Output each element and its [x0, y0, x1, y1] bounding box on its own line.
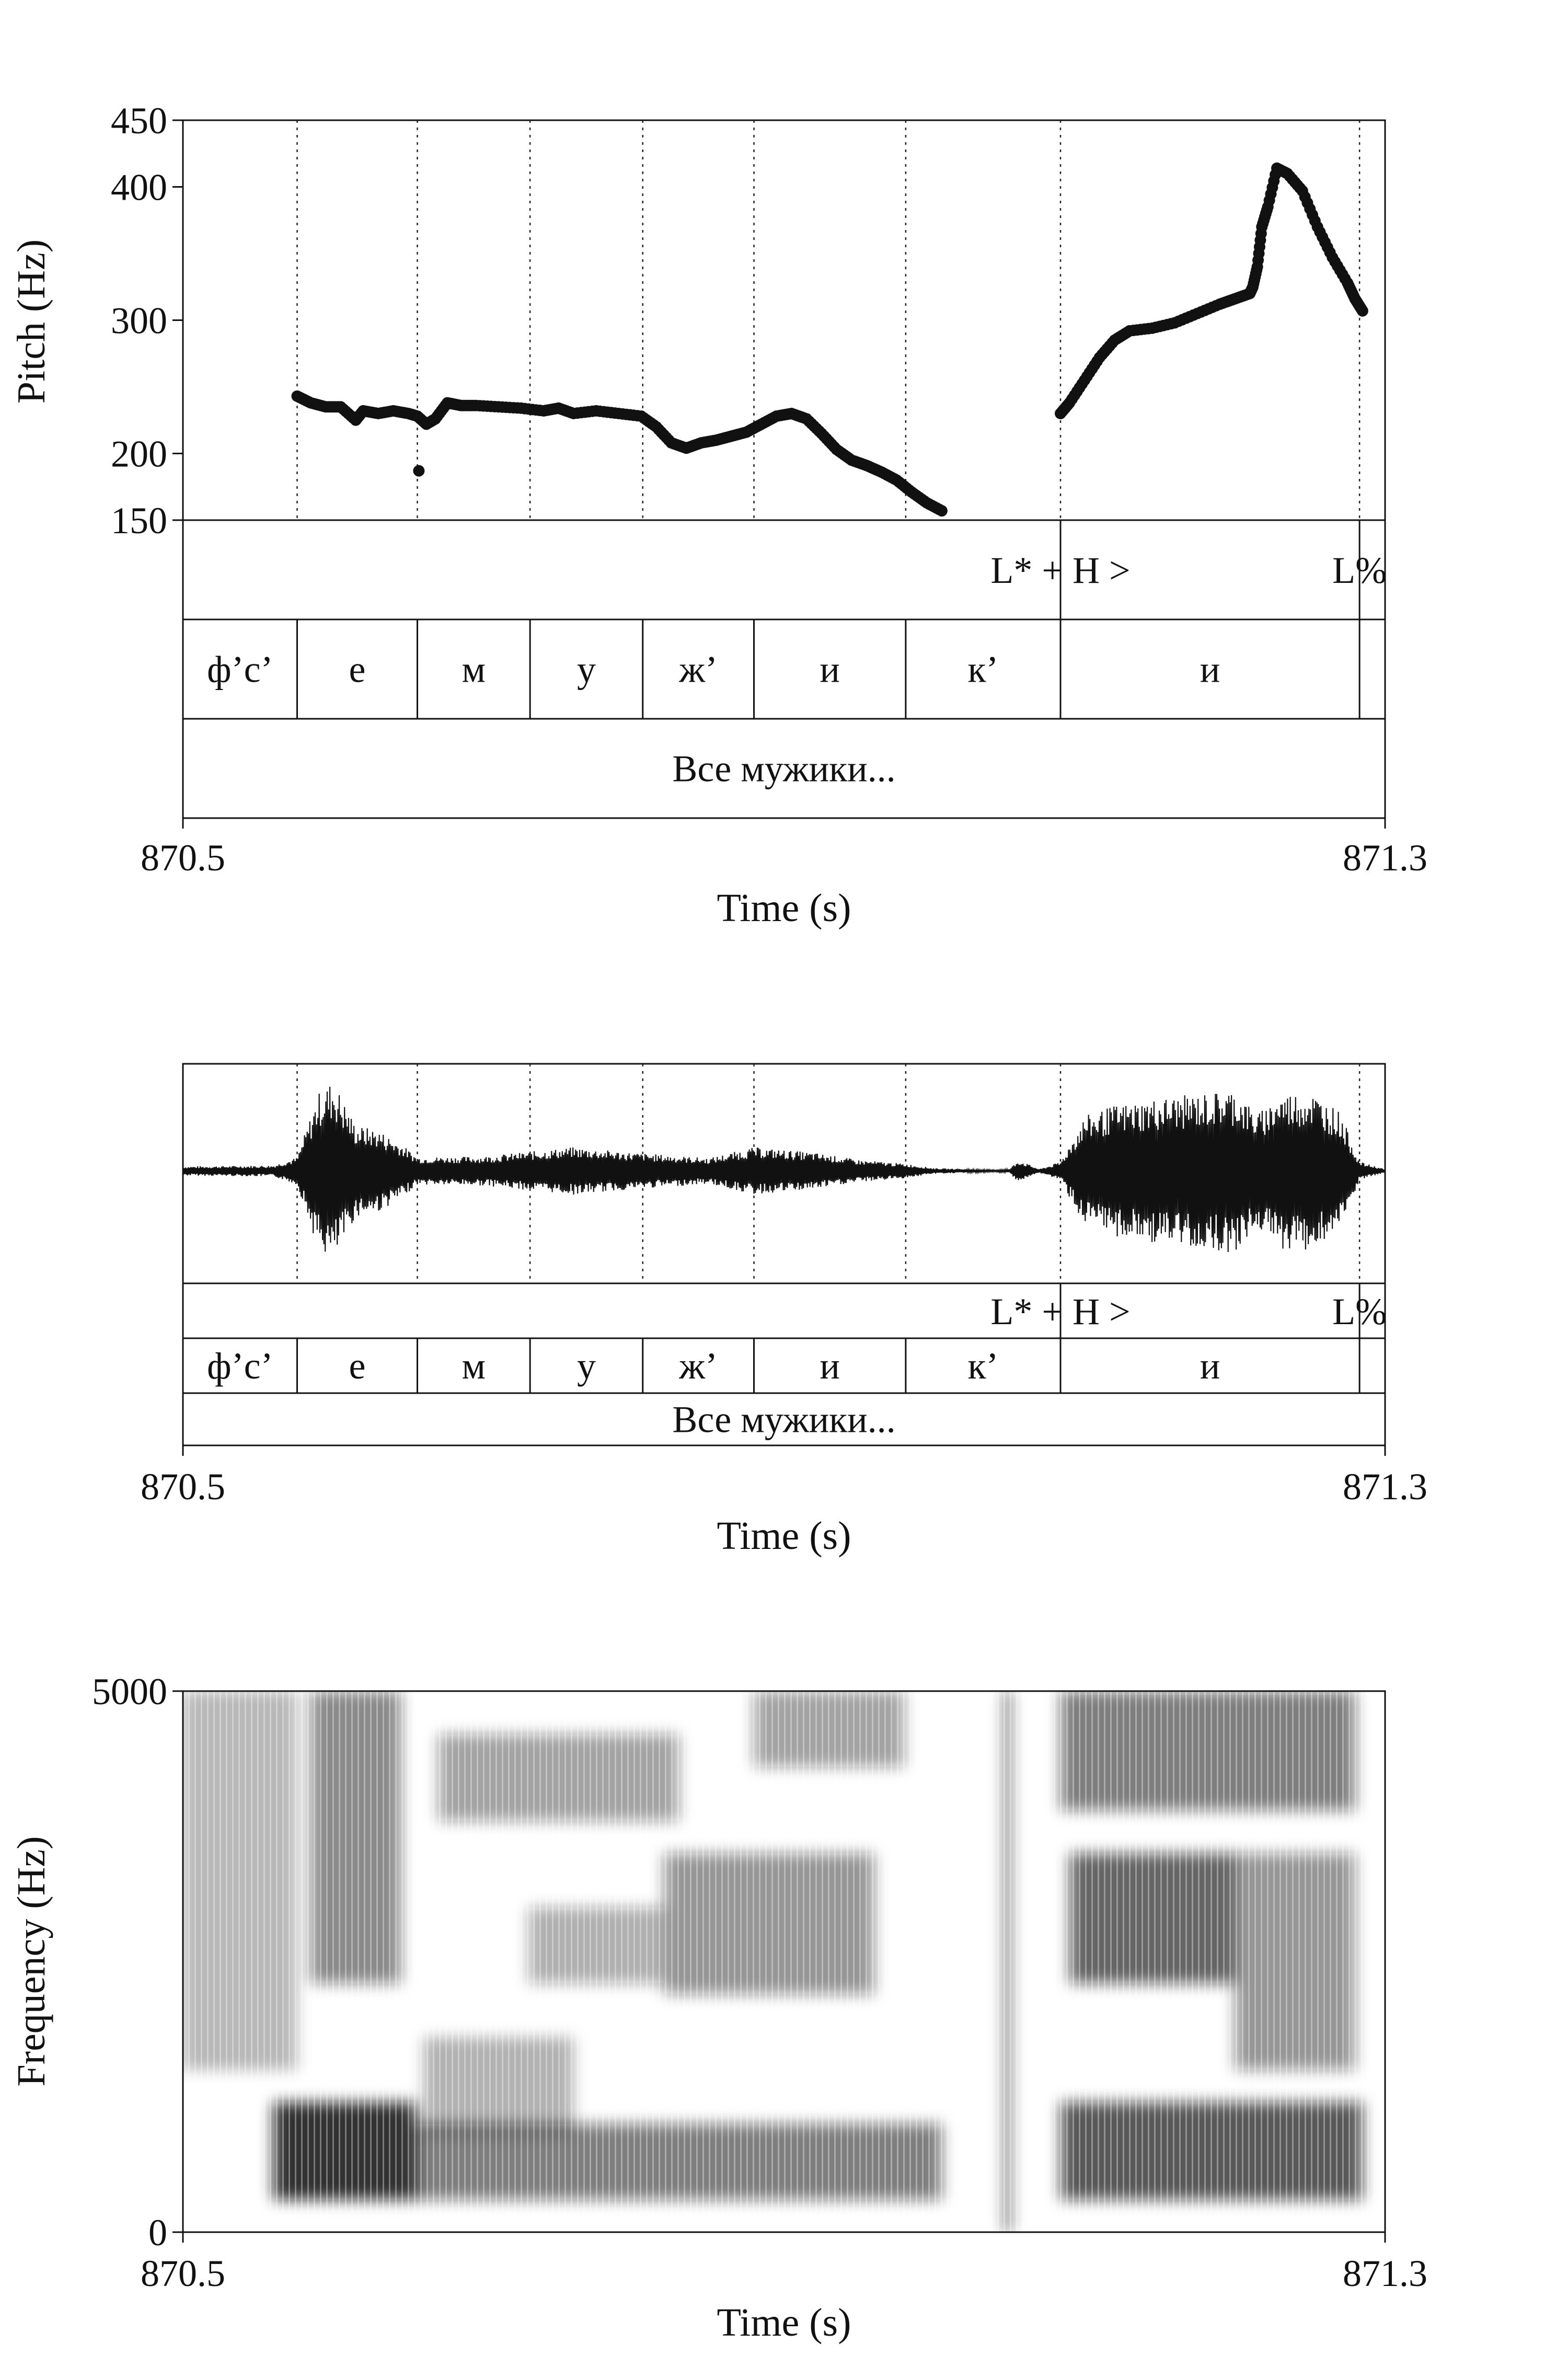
spectrogram-striation: [183, 1691, 1385, 2232]
waveform-tone-tier: L* + H > L%: [990, 1283, 1387, 1338]
pitch-tone-tier: L* + H > L%: [990, 520, 1387, 619]
waveform-segment-label-3: у: [577, 1345, 596, 1387]
pitch-xmin-label: 870.5: [141, 837, 225, 879]
pitch-segment-label-1: е: [349, 648, 366, 690]
waveform-panel: L* + H > L% ф’с’ е м у ж’ и к’ и Все мужики... 8…: [141, 1063, 1427, 1558]
pitch-ytick-label-2: 300: [111, 300, 167, 342]
spectrogram-ymin-label: 0: [148, 2212, 167, 2254]
waveform-segment-label-2: м: [462, 1345, 486, 1387]
waveform-frame: [182, 1063, 1386, 1446]
pitch-panel: 150 200 300 400 450 L* + H > L% ф’с’ е м у ж’ и к’ и…: [9, 100, 1427, 930]
pitch-boundary-lines: [296, 120, 1361, 520]
pitch-segment-tier: ф’с’ е м у ж’ и к’ и: [207, 619, 1361, 719]
spectrogram-xmax-label: 871.3: [1343, 2253, 1427, 2294]
pitch-xmax-label: 871.3: [1343, 837, 1427, 879]
pitch-point: [936, 505, 948, 517]
waveform-segment-label-0: ф’с’: [207, 1345, 273, 1387]
spectrogram-xmin-label: 870.5: [141, 2253, 225, 2294]
waveform-segment-label-1: е: [349, 1345, 366, 1387]
pitch-tone-label-1: L%: [1332, 549, 1387, 591]
waveform-xlabel: Time (s): [717, 1514, 851, 1558]
pitch-word-label-0: Все мужики...: [672, 748, 895, 789]
pitch-point: [413, 465, 425, 477]
waveform-segment-label-7: и: [1200, 1345, 1220, 1387]
pitch-point: [1356, 305, 1368, 317]
spectrogram-xlabel: Time (s): [717, 2301, 851, 2345]
waveform-tone-label-1: L%: [1332, 1291, 1387, 1332]
pitch-tone-label-0: L* + H >: [990, 549, 1130, 591]
pitch-ytick-label-0: 150: [111, 500, 167, 542]
waveform-tone-label-0: L* + H >: [990, 1291, 1130, 1332]
waveform-segment-label-6: к’: [967, 1345, 998, 1387]
pitch-y-ticks: 150 200 300 400 450: [111, 100, 183, 542]
waveform-word-tier: Все мужики...: [672, 1398, 895, 1440]
spectrogram-ymax-label: 5000: [92, 1671, 167, 1713]
pitch-segment-label-2: м: [462, 648, 486, 690]
pitch-ytick-label-1: 200: [111, 433, 167, 475]
pitch-word-tier: Все мужики...: [672, 748, 895, 789]
waveform-xmax-label: 871.3: [1343, 1466, 1427, 1508]
spectrogram-ylabel: Frequency (Hz): [9, 1836, 53, 2086]
waveform-trace: [182, 1086, 1386, 1253]
pitch-segment-label-6: к’: [967, 648, 998, 690]
pitch-points: [291, 162, 1368, 517]
spectrogram-frame: [182, 1690, 1386, 2233]
waveform-segment-label-5: и: [820, 1345, 840, 1387]
pitch-segment-label-0: ф’с’: [207, 648, 273, 690]
waveform-word-label-0: Все мужики...: [672, 1398, 895, 1440]
waveform-segment-tier: ф’с’ е м у ж’ и к’ и: [207, 1338, 1361, 1393]
waveform-segment-label-4: ж’: [678, 1345, 718, 1387]
pitch-ylabel: Pitch (Hz): [9, 239, 53, 404]
pitch-segment-label-4: ж’: [678, 648, 718, 690]
pitch-segment-label-3: у: [577, 648, 596, 690]
waveform-xmin-label: 870.5: [141, 1466, 225, 1508]
pitch-ytick-label-4: 450: [111, 100, 167, 142]
spectrogram-panel: 5000 0 870.5 871.3 Time (s) Frequency (H…: [9, 1671, 1427, 2345]
pitch-segment-label-5: и: [820, 648, 840, 690]
pitch-frame: [182, 119, 1386, 819]
pitch-xlabel: Time (s): [717, 886, 851, 930]
pitch-segment-label-7: и: [1200, 648, 1220, 690]
pitch-ytick-label-3: 400: [111, 167, 167, 209]
